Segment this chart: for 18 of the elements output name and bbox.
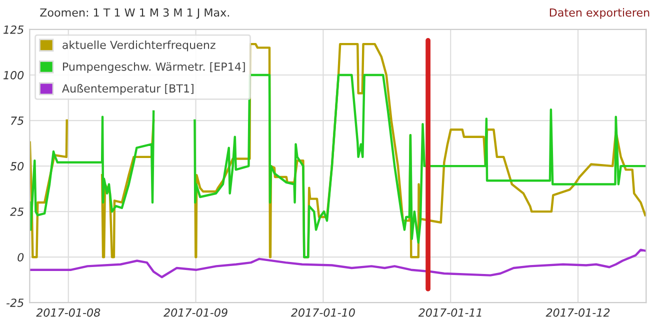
y-tick-label: 100	[3, 70, 24, 80]
x-tick-label: 2017-01-12	[546, 308, 610, 317]
y-tick-label: -25	[6, 298, 24, 307]
x-tick-label: 2017-01-08	[36, 308, 100, 317]
legend-label: aktuelle Verdichterfrequenz	[62, 40, 216, 52]
text: Daten exportieren	[550, 8, 650, 19]
legend-label: Außentemperatur [BT1]	[62, 84, 194, 95]
x-tick-label: 2017-01-09	[164, 308, 228, 317]
x-tick-label: 2017-01-11	[418, 308, 482, 317]
y-tick-label: 125	[3, 25, 24, 34]
y-tick-label: 50	[10, 162, 24, 170]
y-tick-label: 25	[10, 208, 24, 216]
line-series	[30, 248, 646, 278]
y-tick-label: 0	[18, 253, 24, 262]
x-tick-label: 2017-01-10	[290, 308, 355, 317]
legend-label: Pumpengeschw. Wärmetr. [EP14]	[63, 62, 245, 73]
text: Zoomen: 1 T 1 W 1 M 3 M 1 J Max.	[40, 8, 229, 19]
y-tick-label: 75	[11, 116, 24, 125]
